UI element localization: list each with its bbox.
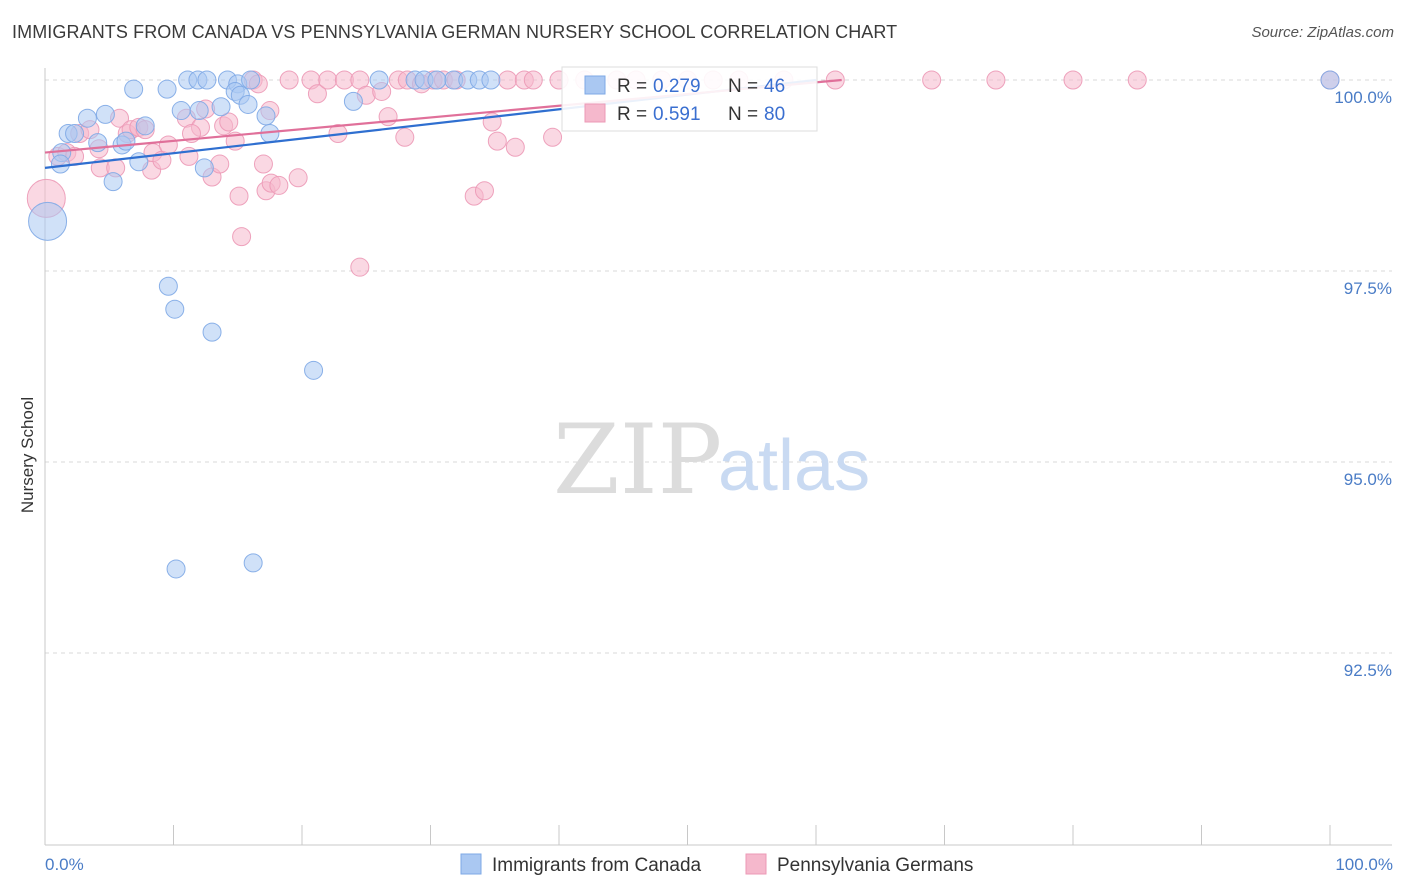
canada-point (481, 70, 501, 90)
legend-n-value: 46 (764, 76, 785, 97)
watermark: ZIP atlas (553, 404, 870, 516)
canada-point (95, 104, 115, 124)
canada-point (65, 123, 85, 143)
watermark-atlas: atlas (718, 426, 870, 506)
pa-german-point (395, 127, 415, 147)
canada-point (189, 101, 209, 121)
pa-german-point (986, 70, 1006, 90)
canada-point (77, 108, 97, 128)
legend-r-label: R = (617, 76, 647, 97)
pa-german-point (474, 181, 494, 201)
bottom-legend: Immigrants from Canada Pennsylvania Germa… (460, 853, 973, 876)
pa-german-point (288, 168, 308, 188)
points-layer (26, 70, 1340, 579)
legend-swatch-pink (584, 103, 606, 123)
legend-n-label: N = (728, 76, 758, 97)
canada-point (211, 97, 231, 117)
axes-layer: 100.0% 97.5% 95.0% 92.5% 0.0% 100.0% (44, 68, 1393, 874)
bottom-legend-label: Immigrants from Canada (492, 855, 702, 876)
canada-point (202, 322, 222, 342)
canada-point (50, 154, 70, 174)
canada-point (427, 70, 447, 90)
y-tick-label: 100.0% (1334, 88, 1392, 107)
legend-r-value: 0.591 (653, 104, 701, 125)
bottom-legend-swatch-blue (460, 853, 482, 875)
chart-source: Source: ZipAtlas.com (1251, 24, 1394, 41)
pa-german-point (350, 257, 370, 277)
canada-point (243, 553, 263, 573)
canada-point (135, 116, 155, 136)
correlation-legend: R = 0.279 N = 46 R = 0.591 N = 80 (561, 66, 818, 132)
watermark-zip: ZIP (553, 404, 722, 516)
canada-point (343, 91, 363, 111)
bottom-legend-swatch-pink (745, 853, 767, 875)
pa-german-point (922, 70, 942, 90)
canada-point (256, 106, 276, 126)
canada-point (116, 131, 136, 151)
pa-german-point (232, 227, 252, 247)
chart-title: IMMIGRANTS FROM CANADA VS PENNSYLVANIA G… (12, 22, 898, 42)
canada-point (28, 201, 68, 241)
pa-german-point (505, 137, 525, 157)
pa-german-point (487, 131, 507, 151)
pa-german-point (158, 135, 178, 155)
pa-german-point (498, 70, 518, 90)
canada-point (158, 276, 178, 296)
pa-german-point (523, 70, 543, 90)
canada-point (194, 158, 214, 178)
canada-point (157, 79, 177, 99)
pa-german-point (253, 154, 273, 174)
pa-german-point (543, 127, 563, 147)
legend-swatch-blue (584, 75, 606, 95)
legend-n-label: N = (728, 104, 758, 125)
canada-point (304, 360, 324, 380)
y-axis-label: Nursery School (18, 397, 37, 513)
y-tick-label: 95.0% (1344, 470, 1392, 489)
canada-point (166, 559, 186, 579)
canada-point (238, 94, 258, 114)
canada-point (171, 101, 191, 121)
pa-german-point (229, 186, 249, 206)
pa-german-point (219, 112, 239, 132)
y-tick-label: 92.5% (1344, 661, 1392, 680)
canada-point (124, 79, 144, 99)
pa-german-point (1063, 70, 1083, 90)
legend-r-label: R = (617, 104, 647, 125)
pa-german-point (318, 70, 338, 90)
canada-point (103, 172, 123, 192)
y-tick-label: 97.5% (1344, 279, 1392, 298)
x-tick-label-min: 0.0% (45, 855, 84, 874)
x-tick-label-max: 100.0% (1335, 855, 1393, 874)
legend-n-value: 80 (764, 104, 785, 125)
pa-german-point (269, 175, 289, 195)
pa-german-point (307, 84, 327, 104)
legend-r-value: 0.279 (653, 76, 701, 97)
canada-point (241, 70, 261, 90)
canada-point (165, 299, 185, 319)
bottom-legend-label: Pennsylvania Germans (777, 855, 973, 876)
canada-point (197, 70, 217, 90)
canada-point (369, 70, 389, 90)
pa-german-point (279, 70, 299, 90)
canada-point (1320, 70, 1340, 90)
pa-german-point (1127, 70, 1147, 90)
